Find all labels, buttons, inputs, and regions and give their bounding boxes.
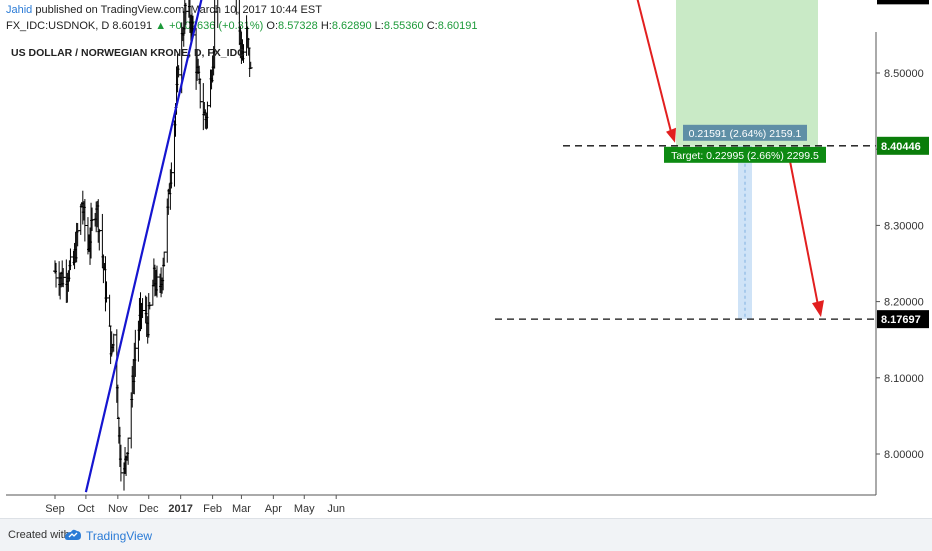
x-tick-label: 2017 [168, 503, 192, 515]
target-label-bg [664, 146, 826, 163]
target-zone [676, 0, 818, 146]
x-tick-label: Mar [232, 503, 251, 515]
y-tick-label: 8.30000 [884, 220, 924, 232]
y-tick-label: 8.10000 [884, 373, 924, 385]
open-value: 8.57328 [278, 20, 318, 32]
chart-title: US DOLLAR / NORWEGIAN KRONE, D, FX_IDC [11, 47, 245, 59]
x-tick-label: Sep [45, 503, 65, 515]
drawings [84, 0, 876, 493]
x-tick-label: Nov [108, 503, 128, 515]
price-marker [877, 0, 929, 5]
high-label: H: [320, 20, 332, 32]
y-tick-label: 8.50000 [884, 68, 924, 80]
arrow-head-1 [666, 127, 676, 143]
candle [107, 294, 112, 327]
price-marker-label: 8.40446 [881, 141, 921, 153]
measure-label: 0.21591 (2.64%) 2159.1 [689, 128, 802, 140]
symbol-label: FX_IDC:USDNOK, D [6, 20, 110, 32]
x-tick-label: Jun [327, 503, 345, 515]
price-marker [877, 310, 929, 329]
close-label: C: [426, 20, 438, 32]
low-label: L: [374, 20, 384, 32]
y-tick-label: 8.20000 [884, 297, 924, 309]
x-tick-label: Apr [265, 503, 282, 515]
high-value: 8.62890 [331, 20, 372, 32]
candles [53, 0, 253, 491]
axes: 8.000008.100008.200008.300008.400008.500… [6, 0, 929, 515]
open-label: O: [266, 20, 279, 32]
position-zones [676, 0, 818, 320]
price-marker [877, 136, 929, 155]
footer: Created with TradingView [0, 518, 932, 551]
y-tick-label: 8.00000 [884, 449, 924, 461]
arrow-head-2 [812, 300, 824, 318]
tradingview-brand[interactable]: TradingView [86, 529, 153, 543]
candle [235, 0, 237, 15]
price-marker-label: 8.60191 [881, 0, 921, 2]
x-tick-label: Oct [77, 503, 94, 515]
candle [248, 61, 253, 69]
arrow-down-2 [787, 150, 819, 306]
arrow-down-1 [636, 0, 673, 137]
position-labels: Stop: 0.06144 (0.71%) 614.4Open P&L: 0.0… [664, 124, 826, 163]
x-tick-label: May [294, 503, 315, 515]
target-label: Target: 0.22995 (2.66%) 2299.5 [671, 150, 819, 162]
candle [78, 204, 83, 235]
x-tick-label: Feb [203, 503, 222, 515]
tradingview-logo-icon [65, 529, 81, 540]
publish-info: Jahid published on TradingView.com, Marc… [6, 4, 322, 16]
measure-label-bg [683, 124, 807, 141]
close-value: 8.60191 [437, 20, 478, 32]
price-marker-label: 8.17697 [881, 314, 921, 326]
x-tick-label: Dec [139, 503, 159, 515]
low-value: 8.55360 [383, 20, 424, 32]
symbol-info: FX_IDC:USDNOK, D 8.60191 ▲ +0.02636 (+0.… [6, 20, 477, 32]
trend-line [84, 0, 203, 493]
author-link[interactable]: Jahid [6, 4, 33, 16]
candle [215, 0, 219, 28]
publish-text: published on TradingView.com, March 10, … [35, 4, 322, 16]
last-price: 8.60191 [112, 20, 153, 32]
created-with-text: Created with [8, 529, 70, 541]
price-chart[interactable]: Stop: 0.06144 (0.71%) 614.4Open P&L: 0.0… [0, 0, 932, 518]
